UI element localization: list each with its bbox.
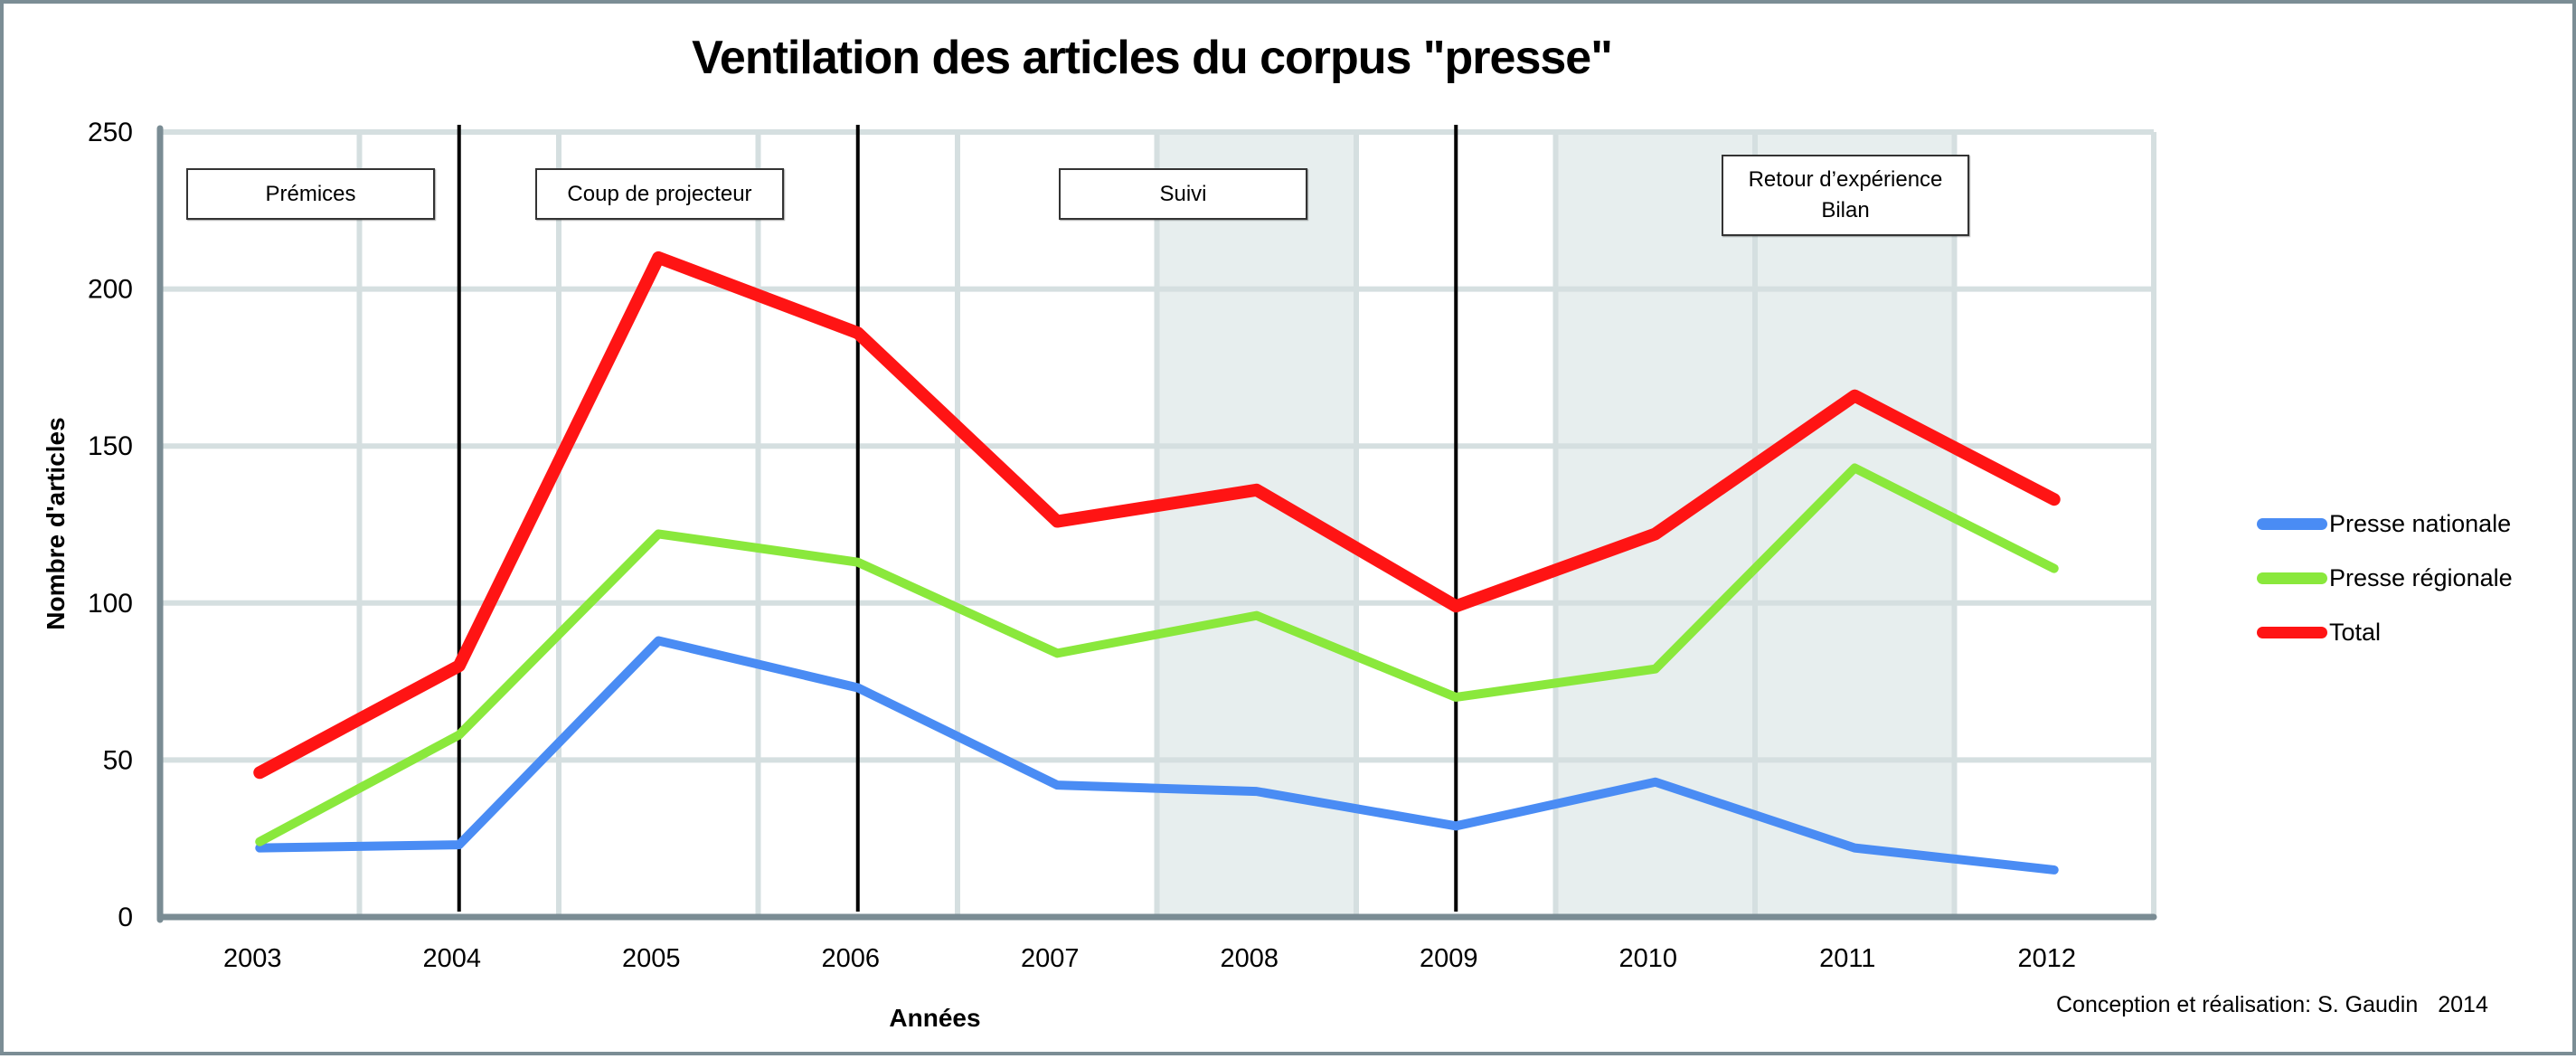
x-tick-labels: 2003 2004 2005 2006 2007 2008 2009 2010 2011 2012 xyxy=(223,944,2076,973)
y-tick-label: 0 xyxy=(118,903,133,932)
annotation-text: Coup de projecteur xyxy=(567,179,751,210)
legend-item-total: Total xyxy=(2257,605,2513,659)
annotation-text-line-1: Retour d’expérience xyxy=(1749,165,1943,195)
credit-year: 2014 xyxy=(2438,992,2488,1017)
annotation-coup-de-projecteur: Coup de projecteur xyxy=(535,168,784,220)
annotation-suivi: Suivi xyxy=(1059,168,1307,220)
annotation-retour-bilan: Retour d’expérience Bilan xyxy=(1722,155,1969,236)
x-tick-label: 2007 xyxy=(1021,944,1080,973)
x-tick-label: 2006 xyxy=(821,944,880,973)
legend: Presse nationale Presse régionale Total xyxy=(2257,496,2513,659)
annotation-text-line-2: Bilan xyxy=(1821,195,1869,226)
x-tick-label: 2003 xyxy=(223,944,282,973)
x-tick-label: 2009 xyxy=(1420,944,1478,973)
x-tick-label: 2008 xyxy=(1220,944,1279,973)
credit-author: Conception et réalisation: S. Gaudin xyxy=(2056,992,2418,1017)
y-tick-labels: 0 50 100 150 200 250 xyxy=(88,118,133,932)
legend-swatch-presse-regionale xyxy=(2257,572,2327,584)
annotation-premices: Prémices xyxy=(186,168,435,220)
annotation-text: Prémices xyxy=(265,179,355,210)
y-axis-label: Nombre d'articles xyxy=(42,417,71,629)
x-tick-label: 2010 xyxy=(1618,944,1677,973)
annotation-text: Suivi xyxy=(1159,179,1206,210)
legend-label: Total xyxy=(2329,619,2381,647)
x-tick-label: 2004 xyxy=(422,944,481,973)
x-tick-label: 2011 xyxy=(1819,944,1875,973)
credit-text: Conception et réalisation: S. Gaudin 2014 xyxy=(2056,992,2488,1018)
legend-swatch-presse-nationale xyxy=(2257,518,2327,530)
legend-label: Presse régionale xyxy=(2329,564,2513,592)
y-tick-label: 50 xyxy=(103,745,133,775)
legend-label: Presse nationale xyxy=(2329,510,2511,538)
x-axis-label: Années xyxy=(845,1004,1025,1033)
legend-item-presse-regionale: Presse régionale xyxy=(2257,551,2513,605)
y-tick-label: 150 xyxy=(88,431,133,461)
line-chart: 0 50 100 150 200 250 2003 2004 2005 2006 2007 2008… xyxy=(4,4,2576,1059)
chart-title: Ventilation des articles du corpus "pres… xyxy=(456,31,1848,85)
x-tick-label: 2005 xyxy=(622,944,681,973)
legend-item-presse-nationale: Presse nationale xyxy=(2257,496,2513,551)
y-tick-label: 250 xyxy=(88,118,133,147)
y-tick-label: 100 xyxy=(88,589,133,619)
x-tick-label: 2012 xyxy=(2017,944,2076,973)
y-tick-label: 200 xyxy=(88,275,133,305)
legend-swatch-total xyxy=(2257,627,2327,638)
